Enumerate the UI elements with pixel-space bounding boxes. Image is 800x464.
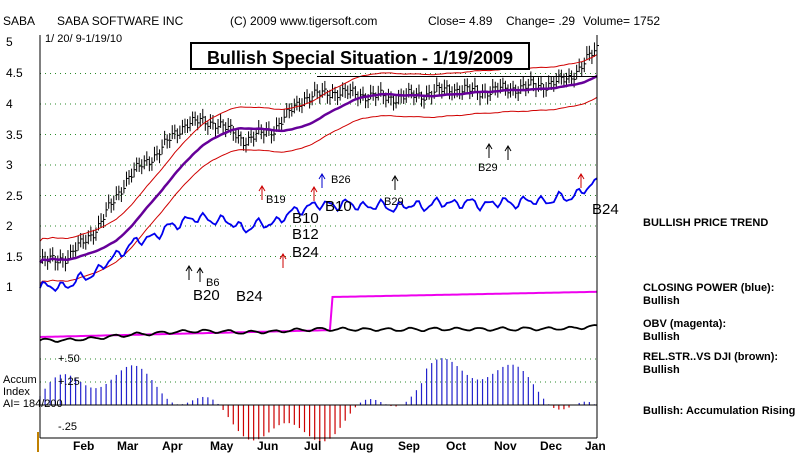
closing-power-value: Bullish (643, 295, 680, 307)
accum-label: Accum (3, 374, 37, 386)
date-range: 1/ 20/ 9-1/19/10 (45, 33, 123, 45)
x-tick-label: Nov (494, 439, 517, 453)
signal-arrowhead (310, 186, 318, 193)
trend-label: BULLISH PRICE TREND (643, 217, 769, 229)
volume-value: Volume= 1752 (583, 14, 661, 28)
moving-average-line (39, 74, 598, 264)
close-value: Close= 4.89 (428, 14, 493, 28)
signal-arrowhead (318, 173, 326, 180)
lower-band (39, 96, 598, 285)
x-tick-label: Sep (398, 439, 421, 453)
obv-title: OBV (magenta): (643, 318, 727, 330)
y-tick-label: 2 (6, 219, 13, 233)
signal-label: B6 (206, 277, 220, 289)
y-tick-label: 1.5 (6, 250, 23, 264)
rel-strength-title: REL.STR..VS DJI (brown): (643, 351, 779, 363)
signal-label: B24 (592, 201, 619, 218)
y-tick-label: 1 (6, 280, 13, 294)
signal-label: B24 (236, 288, 263, 305)
closing-power-title: CLOSING POWER (blue): (643, 282, 775, 294)
signal-label: B29 (384, 196, 404, 208)
signal-arrowhead (504, 145, 512, 152)
obv-value: Bullish (643, 331, 680, 343)
ticker: SABA (3, 14, 36, 28)
y-tick-label: 2.5 (6, 189, 23, 203)
signal-arrowhead (577, 173, 585, 180)
signal-arrowhead (185, 265, 193, 272)
change-value: Change= .29 (506, 14, 576, 28)
signal-label: B29 (478, 162, 498, 174)
signal-arrowhead (279, 253, 287, 260)
copyright: (C) 2009 www.tigersoft.com (230, 14, 378, 28)
accum-tick: +.25 (58, 376, 80, 388)
signal-arrowhead (485, 143, 493, 150)
x-tick-label: Jul (304, 439, 322, 453)
chart-title: Bullish Special Situation - 1/19/2009 (190, 42, 530, 70)
signal-label: B10 (292, 210, 319, 227)
x-tick-label: Jun (257, 439, 279, 453)
signal-label: B24 (292, 244, 319, 261)
x-tick-label: Feb (73, 439, 95, 453)
x-tick-label: Jan (585, 439, 606, 453)
closing-power-line (39, 177, 598, 293)
y-tick-label: 3.5 (6, 128, 23, 142)
accum-status: Bullish: Accumulation Rising (643, 405, 796, 417)
x-tick-label: Dec (540, 439, 563, 453)
x-tick-label: Apr (162, 439, 183, 453)
signal-arrowhead (258, 185, 266, 192)
signal-label: B12 (292, 226, 319, 243)
signal-arrowhead (391, 175, 399, 182)
y-tick-label: 5 (6, 35, 13, 49)
y-tick-label: 4 (6, 97, 13, 111)
x-tick-label: Aug (350, 439, 374, 453)
rel-strength-line (39, 324, 598, 343)
x-tick-label: Mar (117, 439, 139, 453)
x-tick-label: Oct (446, 439, 467, 453)
accum-label: Index (3, 386, 30, 398)
accum-label: AI= 184/200 (3, 398, 63, 410)
company-name: SABA SOFTWARE INC (57, 14, 184, 28)
signal-label: B19 (266, 194, 286, 206)
signal-label: B10 (325, 198, 352, 215)
accum-tick: +.50 (58, 353, 80, 365)
signal-arrowhead (196, 267, 204, 274)
x-tick-label: May (210, 439, 234, 453)
signal-label: B26 (331, 174, 351, 186)
signal-label: B20 (193, 287, 220, 304)
y-tick-label: 3 (6, 158, 13, 172)
y-tick-label: 4.5 (6, 66, 23, 80)
accum-tick: -.25 (58, 421, 77, 433)
rel-strength-value: Bullish (643, 364, 680, 376)
